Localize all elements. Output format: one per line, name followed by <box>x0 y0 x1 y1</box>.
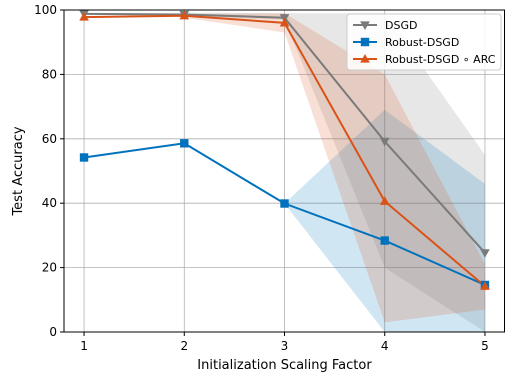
legend-swatch-marker <box>360 54 370 63</box>
data-point-1-2 <box>280 199 289 208</box>
data-point-2-3 <box>379 196 390 205</box>
legend-swatch-marker <box>360 37 370 47</box>
legend-box <box>346 13 502 71</box>
legend-swatch-marker <box>360 21 370 30</box>
band-1 <box>284 109 485 332</box>
y-tick-label: 80 <box>42 67 57 81</box>
data-point-2-1 <box>179 10 190 20</box>
data-point-2-0 <box>79 12 89 21</box>
x-tick-label: 1 <box>80 339 88 353</box>
y-tick-label: 0 <box>49 325 57 339</box>
x-tick-label: 2 <box>180 339 188 353</box>
series-markers <box>79 10 490 290</box>
y-tick-label: 60 <box>42 132 57 146</box>
x-tick-label: 5 <box>481 339 489 353</box>
data-point-2-4 <box>480 281 490 290</box>
y-tick-label: 100 <box>34 3 57 17</box>
data-point-1-1 <box>180 139 189 148</box>
y-tick-label: 40 <box>42 196 57 210</box>
band-2 <box>184 13 485 323</box>
data-point-0-3 <box>379 137 390 147</box>
data-point-2-2 <box>279 17 290 27</box>
y-axis-label: Test Accuracy <box>11 126 26 216</box>
legend-label: DSGD <box>385 19 417 32</box>
legend-label: Robust-DSGD <box>385 36 459 49</box>
x-axis-label: Initialization Scaling Factor <box>197 358 372 373</box>
x-tick-label: 3 <box>281 339 289 353</box>
x-tick-label: 4 <box>381 339 389 353</box>
data-point-0-4 <box>480 249 490 258</box>
legend-label: Robust-DSGD ∘ ARC <box>385 53 496 66</box>
legend: DSGD Robust-DSGD Robust-DSGD ∘ ARC <box>346 13 502 71</box>
data-point-1-0 <box>79 153 89 162</box>
axis-ticks: 0 20 40 60 80 100 1 2 3 4 5 <box>34 3 489 353</box>
y-tick-label: 20 <box>42 261 57 275</box>
data-point-1-3 <box>380 236 389 245</box>
